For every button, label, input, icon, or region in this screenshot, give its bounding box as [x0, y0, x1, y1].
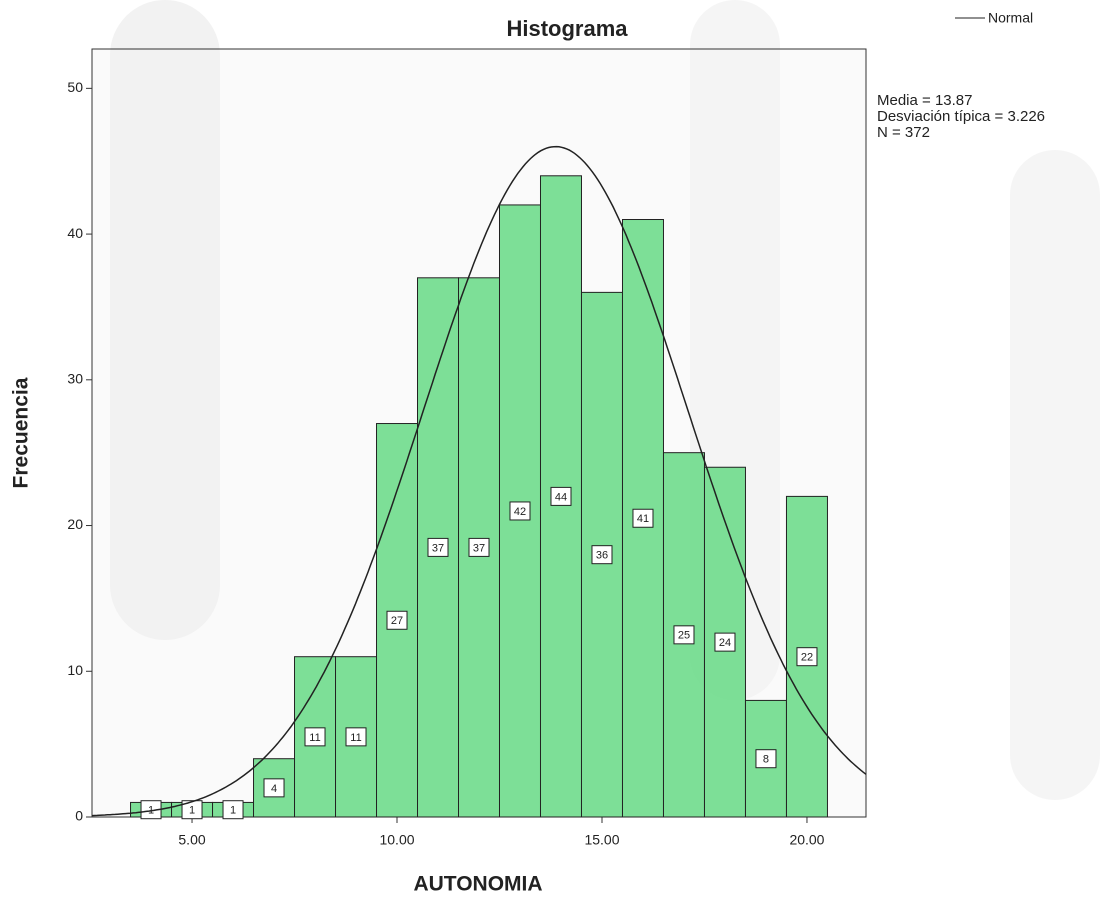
value-label: 1: [230, 805, 236, 817]
value-label-box: [304, 727, 326, 747]
value-label-box: [591, 545, 613, 565]
value-label-box: [509, 501, 531, 521]
y-tick-label: 40: [67, 225, 83, 241]
value-label-box: [345, 727, 367, 747]
value-label: 4: [271, 783, 277, 795]
x-tick-label: 15.00: [584, 832, 619, 848]
value-label-box: [263, 778, 285, 798]
chart-title: Histograma: [506, 16, 628, 41]
value-label: 24: [719, 637, 731, 649]
value-label-box: [550, 486, 572, 506]
value-label: 25: [678, 630, 690, 642]
x-tick-label: 5.00: [178, 832, 205, 848]
value-label-box: [755, 749, 777, 769]
value-label: 41: [637, 513, 649, 525]
value-label-box: [222, 800, 244, 820]
y-tick-label: 0: [75, 808, 83, 824]
value-label: 27: [391, 615, 403, 627]
value-label: 1: [189, 805, 195, 817]
y-tick-label: 50: [67, 79, 83, 95]
value-label-box: [673, 625, 695, 645]
value-label: 37: [432, 542, 444, 554]
value-label: 11: [309, 732, 320, 744]
x-tick-label: 10.00: [379, 832, 414, 848]
value-label: 37: [473, 542, 485, 554]
y-tick-label: 20: [67, 516, 83, 532]
value-label: 11: [350, 732, 361, 744]
value-label-box: [796, 647, 818, 667]
value-label-box: [427, 537, 449, 557]
y-tick-label: 30: [67, 371, 83, 387]
y-axis-title: Frecuencia: [10, 377, 33, 488]
value-label-box: [714, 632, 736, 652]
value-label-box: [386, 610, 408, 630]
watermark: [110, 0, 1100, 800]
bar: [662, 452, 705, 818]
x-tick-label: 20.00: [789, 832, 824, 848]
stat-n: N = 372: [877, 124, 930, 141]
value-label: 44: [555, 491, 567, 503]
value-label-box: [468, 537, 490, 557]
value-label: 42: [514, 506, 526, 518]
normal-curve: [91, 145, 867, 817]
y-tick-label: 10: [67, 662, 83, 678]
x-axis-title: AUTONOMIA: [413, 873, 542, 896]
value-label: 8: [763, 754, 769, 766]
stat-sd: Desviación típica = 3.226: [877, 108, 1045, 125]
value-label: 22: [801, 652, 813, 664]
value-label: 36: [596, 550, 608, 562]
legend-label: Normal: [988, 10, 1033, 26]
value-label-box: [181, 800, 203, 820]
stat-mean: Media = 13.87: [877, 92, 973, 109]
value-label-box: [632, 508, 654, 528]
